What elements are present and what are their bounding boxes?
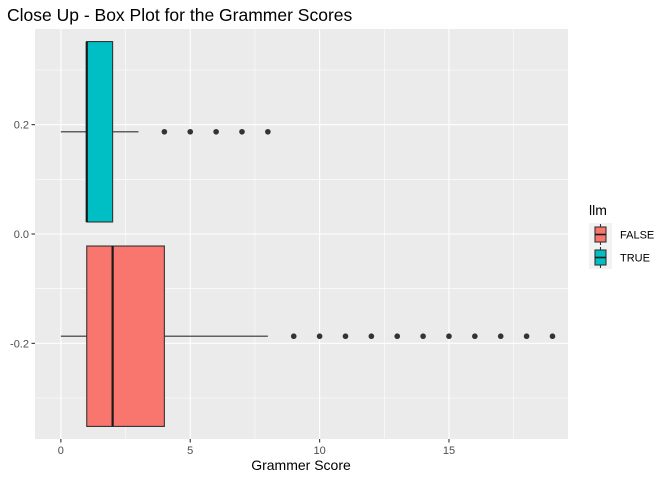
y-tick-label: 0.2 — [14, 120, 29, 132]
legend-key-true: TRUE — [589, 246, 650, 269]
y-tick-label: 0.0 — [14, 229, 29, 241]
outlier-point — [523, 333, 530, 340]
chart-title: Close Up - Box Plot for the Grammer Scor… — [7, 5, 352, 25]
box-true — [60, 41, 271, 223]
outlier-point — [420, 333, 426, 340]
outlier-point — [472, 333, 478, 340]
outlier-point — [161, 128, 168, 135]
outlier-point — [368, 333, 375, 340]
y-tick-label: -0.2 — [10, 338, 29, 350]
x-tick-label: 0 — [58, 445, 64, 457]
outlier-point — [497, 333, 504, 340]
outlier-point — [394, 333, 401, 340]
iqr-box — [86, 245, 165, 427]
outlier-point — [446, 333, 452, 340]
box-series-group — [60, 41, 556, 427]
legend-label: FALSE — [620, 230, 654, 242]
x-tick-label: 10 — [313, 445, 325, 457]
box-false — [60, 245, 556, 427]
x-axis-ticks: 0 5 10 15 — [58, 439, 455, 457]
outlier-point — [265, 128, 271, 135]
outlier-point — [187, 128, 194, 135]
x-axis-label: Grammer Score — [251, 457, 351, 473]
major-gridlines — [35, 29, 568, 439]
legend: llm FALSE TRUE — [589, 202, 654, 269]
x-tick-label: 5 — [187, 445, 193, 457]
iqr-box — [86, 41, 114, 223]
outlier-point — [316, 333, 323, 340]
outlier-point — [549, 333, 556, 340]
outlier-point — [213, 128, 219, 135]
legend-key-false: FALSE — [589, 223, 654, 246]
outlier-point — [342, 333, 349, 340]
outlier-point — [290, 333, 297, 340]
legend-label: TRUE — [620, 253, 650, 265]
legend-title: llm — [589, 202, 607, 218]
x-tick-label: 15 — [443, 445, 455, 457]
outlier-point — [239, 128, 245, 135]
y-axis-ticks: -0.2 0.0 0.2 — [10, 120, 35, 350]
